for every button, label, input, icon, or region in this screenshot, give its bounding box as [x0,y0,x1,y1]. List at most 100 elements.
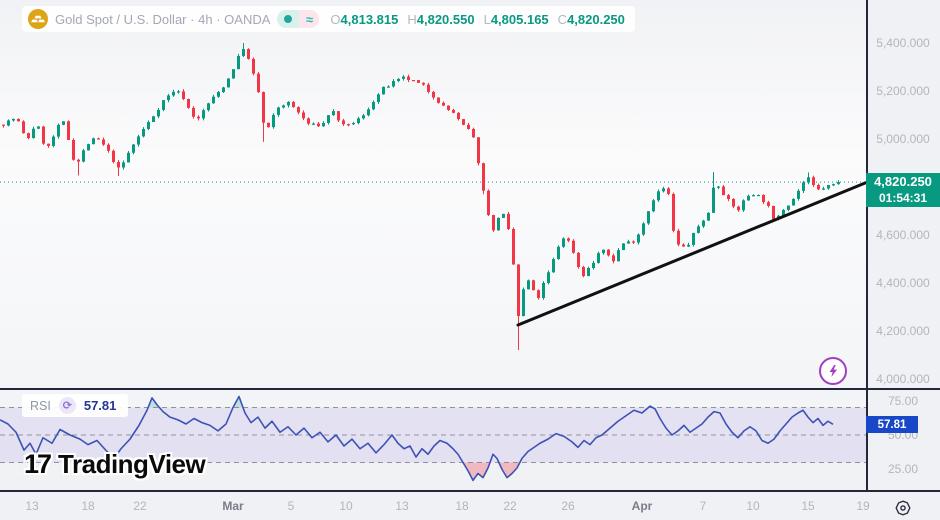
candle-body [92,138,95,145]
candle-body [642,223,645,235]
time-axis-label: 15 [801,499,815,513]
candle-body [827,185,830,189]
candle-body [612,255,615,262]
candle-body [157,109,160,117]
rsi-pane[interactable] [0,390,866,490]
close-value: 4,820.250 [567,11,625,27]
candle-body [462,119,465,125]
high-value: 4,820.550 [416,11,475,27]
candle-body [647,211,650,224]
candle-body [397,78,400,82]
candle-body [182,91,185,99]
candle-body [312,123,315,125]
market-open-dot-icon[interactable] [277,10,300,28]
interval-label[interactable]: 4h [198,11,213,27]
high-label: H [407,11,417,27]
candle-body [137,136,140,145]
candle-body [692,232,695,245]
price-chart-pane[interactable] [0,0,866,389]
time-axis-label: 26 [561,499,575,513]
candle-body [127,152,130,163]
candle-body [297,107,300,113]
candle-body [77,159,80,162]
tradingview-logo[interactable]: 17 TradingView [24,449,206,480]
candle-body [307,118,310,124]
pane-separator[interactable] [0,388,940,390]
candle-body [617,250,620,262]
candle-body [82,150,85,162]
approx-price-icon[interactable]: ≈ [299,10,320,28]
candle-body [132,144,135,153]
time-axis-label: Apr [631,499,653,513]
candle-body [367,109,370,116]
candle-body [242,49,245,56]
time-axis-label: 10 [339,499,353,513]
price-axis-label: 4,000.000 [876,372,930,386]
candle-body [807,177,810,183]
time-axis-label: 22 [503,499,517,513]
candle-body [402,76,405,79]
low-label: L [483,11,491,27]
candle-body [167,95,170,101]
candle-body [287,101,290,106]
candle-body [422,82,425,85]
candle-body [737,206,740,211]
settings-gear-icon[interactable] [894,499,912,517]
candle-body [437,97,440,103]
candle-body [117,161,120,168]
candle-body [122,162,125,168]
candle-body [507,213,510,229]
candle-body [7,120,10,126]
candle-body [817,185,820,190]
candle-body [272,114,275,128]
price-axis-label: 4,400.000 [876,276,930,290]
candle-body [57,124,60,137]
candle-body [747,195,750,201]
refresh-icon[interactable]: ⟳ [58,397,76,414]
open-value: 4,813.815 [340,11,399,27]
candle-body [482,163,485,191]
candle-body [187,98,190,108]
candle-body [582,267,585,277]
candle-body [702,220,705,227]
candle-body [522,289,525,317]
price-axis[interactable] [868,0,940,520]
candle-body [302,112,305,119]
market-status-pills[interactable]: ≈ [277,10,320,28]
candle-body [502,213,505,218]
price-axis-label: 5,000.000 [876,132,930,146]
candle-body [17,118,20,122]
time-axis-label: 7 [699,499,707,513]
rsi-label[interactable]: RSI [30,398,51,413]
rsi-oversold-fill [498,462,520,478]
symbol-title[interactable]: Gold Spot / U.S. Dollar · 4h · OANDA [55,11,271,27]
trendline[interactable] [516,181,866,327]
candle-body [632,241,635,243]
rsi-legend[interactable]: RSI ⟳ 57.81 [22,394,129,417]
candle-body [607,249,610,256]
candle-body [417,80,420,83]
time-axis-label: Mar [222,499,244,513]
candle-body [447,105,450,110]
dot-separator: · [190,11,195,27]
time-axis-label: 19 [856,499,870,513]
lightning-button[interactable] [819,357,847,385]
candle-body [222,87,225,92]
tradingview-mark-icon: 17 [24,449,52,479]
candle-body [667,188,670,194]
candle-body [37,126,40,129]
candle-body [767,202,770,206]
candle-body [27,133,30,139]
candle-body [87,144,90,151]
candle-body [732,198,735,207]
time-axis-label: 13 [25,499,39,513]
candle-body [532,280,535,291]
candle-body [602,249,605,254]
candle-body [362,115,365,119]
dot-separator: · [216,11,221,27]
candle-body [62,121,65,125]
time-axis[interactable] [0,492,940,520]
candle-body [547,272,550,283]
candle-body [622,243,625,251]
price-axis-label: 4,600.000 [876,228,930,242]
